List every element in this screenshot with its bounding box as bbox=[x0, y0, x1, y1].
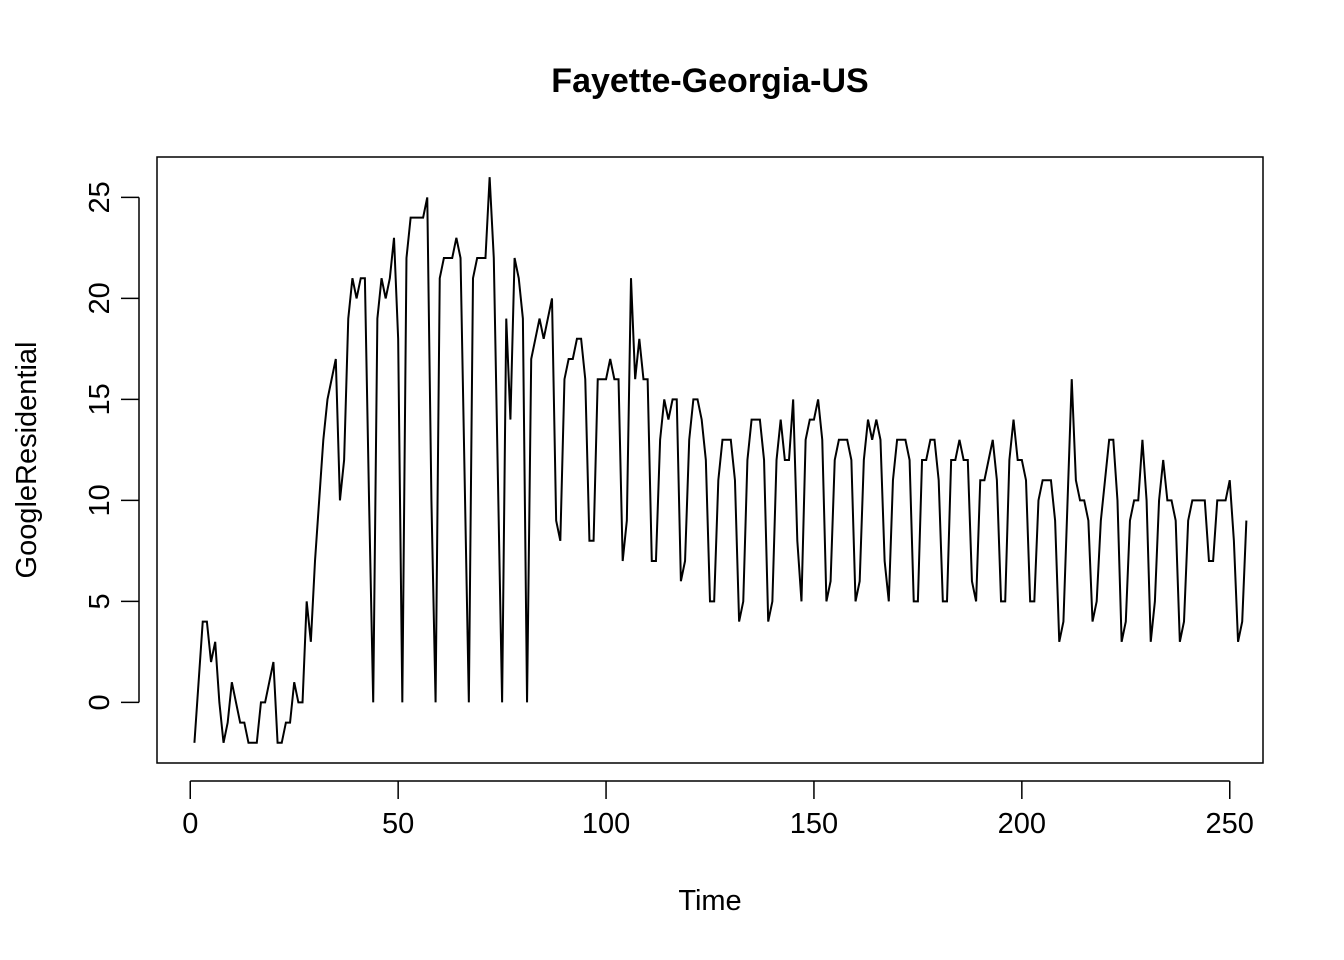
y-tick-label: 5 bbox=[84, 593, 116, 609]
x-tick-label: 150 bbox=[790, 808, 838, 840]
chart-title: Fayette-Georgia-US bbox=[551, 62, 868, 100]
x-tick-label: 250 bbox=[1206, 808, 1254, 840]
x-tick-label: 50 bbox=[382, 808, 414, 840]
y-tick-label: 15 bbox=[84, 383, 116, 415]
x-axis-label: Time bbox=[678, 885, 741, 917]
y-tick-label: 25 bbox=[84, 181, 116, 213]
plot-frame bbox=[156, 156, 1264, 764]
y-tick-label: 20 bbox=[84, 282, 116, 314]
y-tick-label: 10 bbox=[84, 484, 116, 516]
x-tick-label: 200 bbox=[998, 808, 1046, 840]
x-tick-label: 0 bbox=[182, 808, 198, 840]
y-axis-label: GoogleResidential bbox=[11, 342, 43, 579]
x-tick-label: 100 bbox=[582, 808, 630, 840]
x-axis: 0 50 100 150 200 250 bbox=[182, 780, 1254, 840]
y-axis: 0 5 10 15 20 25 bbox=[84, 181, 140, 710]
series-layer bbox=[193, 177, 1248, 744]
y-tick-label: 0 bbox=[84, 694, 116, 710]
series-line-0 bbox=[193, 177, 1248, 744]
